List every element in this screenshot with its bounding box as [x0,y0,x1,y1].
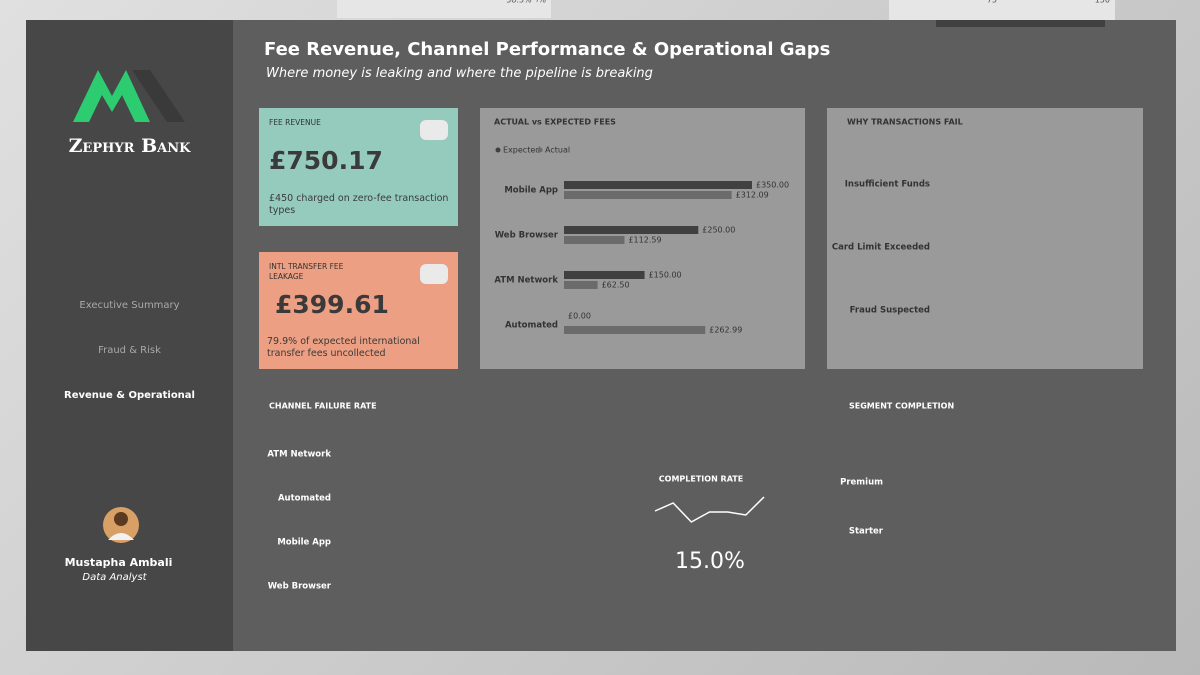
bar [564,326,706,334]
sidebar [26,20,233,651]
logo [132,70,185,122]
kpi-value: £750.17 [269,146,383,175]
nav-item[interactable]: Revenue & Operational [64,390,195,401]
logo [73,70,150,122]
nav-item[interactable]: Fraud & Risk [98,345,161,356]
page-subtitle: Where money is leaking and where the pip… [266,66,653,81]
brand: Zephyr Bank [68,135,191,157]
avatar [114,512,128,526]
kpi-label: INTL TRANSFER FEE LEAKAGE [269,262,344,281]
nav-item[interactable]: Executive Summary [79,300,180,311]
bar [564,226,699,234]
kpi-note: 79.9% of expected international transfer… [267,336,420,359]
chart-panel [480,108,805,369]
value-label: £62.50 [602,281,630,290]
category-label: Insufficient Funds [845,180,930,190]
chart-title: WHY TRANSACTIONS FAIL [847,118,963,127]
bar [564,181,752,189]
user-name: Mustapha Ambali [64,556,173,569]
value-label: £262.99 [709,326,742,335]
bar [564,191,732,199]
chart-title: CHANNEL FAILURE RATE [269,402,377,411]
category-label: Fraud Suspected [850,306,930,316]
category-label: Starter [849,527,884,537]
legend-marker [537,147,543,153]
legend-label: Expected [503,146,540,155]
category-label: ATM Network [494,276,558,286]
category-label: Web Browser [495,231,559,241]
kpi-label: FEE REVENUE [269,118,321,127]
category-label: ATM Network [267,450,331,460]
category-label: Premium [840,478,883,488]
bar [564,281,598,289]
toggle[interactable] [420,120,448,140]
category-label: Card Limit Exceeded [832,243,930,253]
value-label: 58.3% [506,0,532,5]
sparkline [654,496,765,523]
value-label: 75 [987,0,997,5]
value-label: £350.00 [756,181,789,190]
bar [564,271,645,279]
kpi-value: £399.61 [275,290,389,319]
bar [889,0,1002,20]
value-label: £0.00 [568,312,591,321]
kpi-card: INTL TRANSFER FEE LEAKAGE £399.61 79.9% … [259,252,458,369]
kpi-note: £450 charged on zero-fee transaction typ… [269,193,449,216]
value-label: 150 [1095,0,1110,5]
legend-label: Actual [545,146,570,155]
kpi-card: FEE REVENUE £750.17 £450 charged on zero… [259,108,458,226]
chart-panel [827,108,1143,369]
value-label: £312.09 [736,191,769,200]
category-label: Automated [278,494,331,504]
value-label: £112.59 [628,236,661,245]
legend-marker [495,147,501,153]
chart-title: COMPLETION RATE [659,475,743,484]
chart-title: SEGMENT COMPLETION [849,402,954,411]
kpi-value: 15.0% [675,549,745,574]
avatar [108,533,134,540]
category-label: Web Browser [268,582,332,592]
value-label: £250.00 [702,226,735,235]
category-label: Automated [505,321,558,331]
bar [337,0,537,18]
user-role: Data Analyst [82,572,147,583]
chart-title: ACTUAL vs EXPECTED FEES [494,118,616,127]
page-title: Fee Revenue, Channel Performance & Opera… [264,39,831,60]
toggle[interactable] [420,264,448,284]
value-label: £150.00 [649,271,682,280]
bar [564,236,625,244]
category-label: Mobile App [277,538,331,548]
category-label: Mobile App [504,186,558,196]
